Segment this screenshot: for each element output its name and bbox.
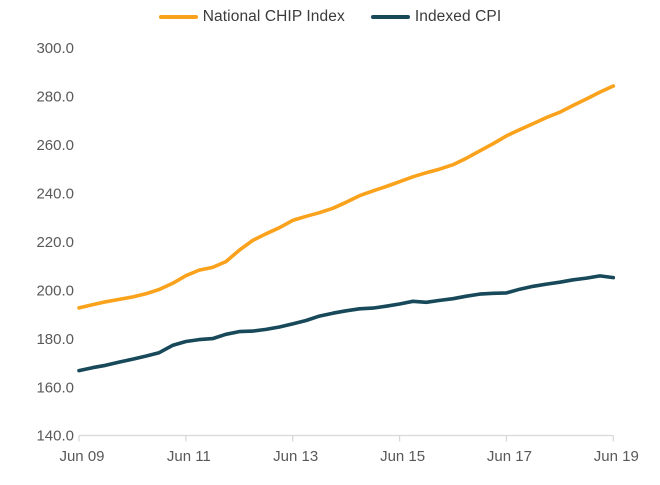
- legend-swatch-orange-line-icon: [158, 15, 198, 19]
- x-axis-tick-label: Jun 17: [487, 448, 532, 465]
- y-axis-tick-label: 300.0: [36, 40, 74, 57]
- series-line-indexed-cpi: [77, 274, 616, 373]
- x-axis-tick-label: Jun 11: [167, 448, 211, 465]
- x-axis-tick-label: Jun 13: [273, 448, 318, 465]
- chart-legend: National CHIP Index Indexed CPI: [0, 8, 660, 26]
- legend-label: Indexed CPI: [414, 8, 502, 25]
- legend-item-indexed-cpi: Indexed CPI: [370, 8, 502, 26]
- y-axis-tick-label: 220.0: [36, 234, 74, 251]
- y-axis-tick-label: 180.0: [36, 331, 74, 348]
- legend-label: National CHIP Index: [202, 8, 345, 25]
- x-axis-tick-label: Jun 15: [380, 448, 425, 465]
- y-axis-tick-label: 260.0: [36, 137, 74, 154]
- x-axis-tick-label: Jun 09: [59, 448, 104, 465]
- y-axis-tick-label: 160.0: [36, 379, 74, 396]
- y-axis-tick-label: 200.0: [36, 282, 74, 299]
- series-line-national-chip-index: [77, 84, 616, 310]
- y-axis-tick-label: 280.0: [36, 89, 74, 106]
- y-axis-tick-label: 240.0: [36, 186, 74, 203]
- legend-item-national-chip-index: National CHIP Index: [158, 8, 345, 26]
- x-axis-tick-label: Jun 19: [594, 448, 639, 465]
- legend-swatch-teal-line-icon: [370, 15, 410, 19]
- y-axis-tick-label: 140.0: [36, 428, 74, 445]
